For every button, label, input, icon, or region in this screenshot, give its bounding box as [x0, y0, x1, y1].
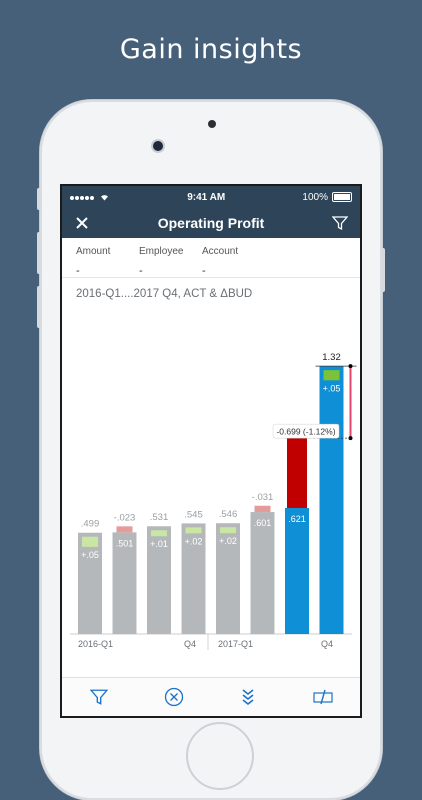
actual-label: .531 [150, 512, 169, 523]
delta-label: +.05 [323, 383, 341, 393]
app-screen: 9:41 AM 100% Operating Profit Amount - E… [60, 184, 362, 718]
filter-account[interactable]: Account - [202, 246, 265, 277]
bar-delta[interactable] [254, 505, 271, 513]
close-icon [76, 217, 88, 229]
status-bar: 9:41 AM 100% [62, 186, 360, 208]
chart-subtitle: 2016-Q1....2017 Q4, ACT & ΔBUD [76, 288, 253, 300]
delta-label: +.02 [219, 536, 237, 546]
category-label: Q4 [184, 639, 196, 649]
actual-label: .601 [254, 518, 272, 528]
filter-label: Employee [139, 246, 184, 257]
filter-label: Account [202, 246, 239, 257]
actual-label: .501 [116, 538, 134, 548]
delta-label: +.02 [185, 536, 203, 546]
bar-actual[interactable] [147, 526, 171, 634]
power-button [381, 248, 385, 292]
filter-icon [90, 689, 109, 705]
filter-icon [332, 216, 348, 231]
volume-up-button [37, 232, 41, 274]
bar-actual[interactable] [112, 532, 137, 634]
battery-percent: 100% [302, 191, 328, 203]
handle-dot [348, 364, 353, 369]
actual-label: .545 [184, 509, 203, 520]
status-time: 9:41 AM [187, 191, 226, 203]
toolbar-drilldown-button[interactable] [236, 685, 260, 709]
category-label: 2017-Q1 [218, 639, 253, 649]
bar-delta[interactable] [287, 436, 307, 508]
home-button [186, 722, 254, 790]
bottom-toolbar [62, 677, 360, 716]
bar-delta[interactable] [82, 536, 98, 547]
compare-icon [313, 689, 333, 705]
close-button[interactable] [72, 213, 92, 233]
bar-delta[interactable] [116, 526, 133, 533]
delta-label: +.01 [150, 539, 168, 549]
filter-value: - [202, 265, 206, 277]
volume-down-button [37, 286, 41, 328]
headline: Gain insights [119, 34, 303, 65]
battery-icon [332, 192, 352, 202]
bar-actual[interactable] [319, 366, 344, 634]
bar-actual[interactable] [285, 507, 309, 634]
filter-amount[interactable]: Amount - [76, 246, 139, 277]
filter-button[interactable] [330, 213, 350, 233]
toolbar-filter-button[interactable] [87, 685, 111, 709]
category-label: 2016-Q1 [78, 639, 113, 649]
actual-label: 1.32 [322, 352, 341, 363]
delta-label: +.05 [81, 550, 99, 560]
wifi-icon [101, 195, 108, 201]
filter-value: - [139, 265, 143, 277]
actual-label: .499 [81, 519, 100, 530]
actual-label: .546 [219, 509, 238, 520]
delta-label: -.031 [252, 492, 274, 503]
filter-value: - [76, 265, 80, 277]
speaker [208, 120, 216, 128]
bar-delta[interactable] [185, 527, 202, 534]
close-circle-icon [164, 687, 183, 707]
filter-bar: Amount - Employee - Account - [62, 238, 360, 278]
bar-delta[interactable] [151, 530, 167, 537]
drill-down-icon [242, 689, 254, 706]
waterfall-chart[interactable]: .499 +.05 -.023 .501 .531 +.01 .545 +.02 .546 +.0… [62, 316, 360, 654]
actual-label: .621 [288, 514, 306, 524]
mute-switch [37, 188, 41, 210]
category-label: Q4 [321, 639, 333, 649]
annotation-box[interactable] [272, 423, 340, 439]
annotation-label: -0.699 (-1.12%) [276, 427, 335, 437]
filter-employee[interactable]: Employee - [139, 246, 202, 277]
bar-actual[interactable] [216, 523, 240, 634]
toolbar-compare-button[interactable] [311, 685, 335, 709]
bar-actual[interactable] [78, 532, 102, 634]
bar-delta[interactable] [220, 527, 236, 534]
delta-label: -.023 [114, 512, 136, 523]
bar-delta[interactable] [323, 370, 340, 381]
page-title: Operating Profit [157, 215, 265, 231]
filter-label: Amount [76, 246, 111, 257]
signal-icon [70, 192, 95, 203]
toolbar-clear-button[interactable] [162, 685, 186, 709]
camera-icon [153, 141, 163, 151]
nav-bar: Operating Profit [62, 208, 360, 238]
bar-actual[interactable] [250, 512, 275, 634]
bar-actual[interactable] [181, 523, 206, 634]
